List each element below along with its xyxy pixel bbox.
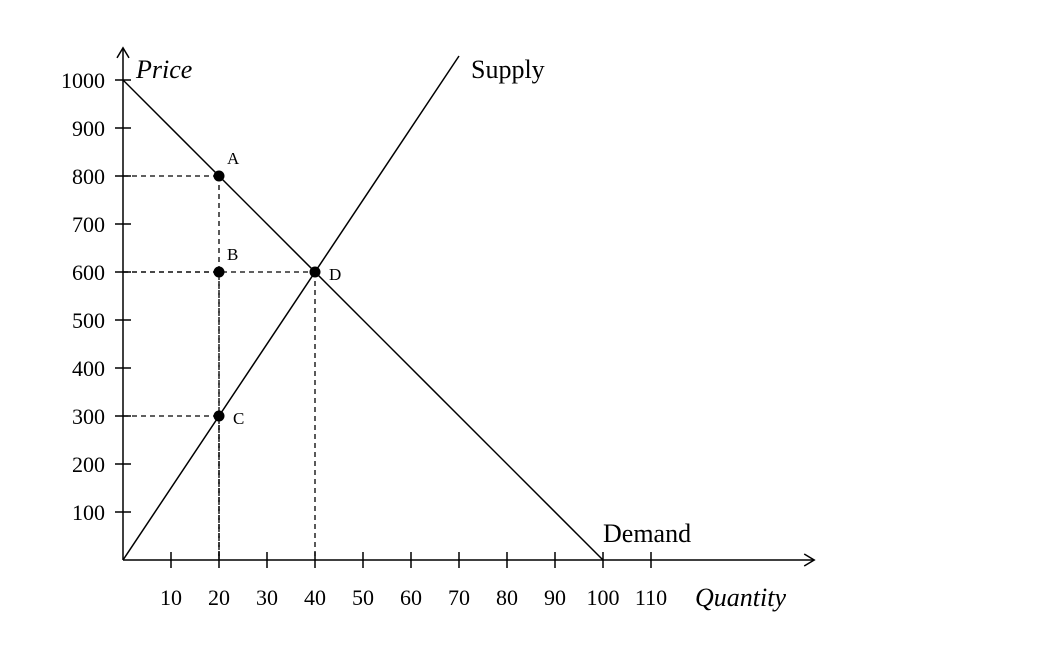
point-label: B <box>227 245 238 264</box>
y-tick-label: 500 <box>72 308 105 333</box>
x-tick-label: 50 <box>352 585 374 610</box>
y-tick-label: 800 <box>72 164 105 189</box>
y-tick-label: 1000 <box>61 68 105 93</box>
x-tick-label: 40 <box>304 585 326 610</box>
y-tick-label: 600 <box>72 260 105 285</box>
y-axis-label: Price <box>135 55 192 84</box>
x-tick-label: 10 <box>160 585 182 610</box>
x-tick-label: 100 <box>587 585 620 610</box>
point-label: C <box>233 409 244 428</box>
y-tick-label: 700 <box>72 212 105 237</box>
y-tick-label: 100 <box>72 500 105 525</box>
y-tick-label: 300 <box>72 404 105 429</box>
x-tick-label: 30 <box>256 585 278 610</box>
x-tick-label: 110 <box>635 585 667 610</box>
series-line <box>122 55 460 561</box>
x-tick-label: 90 <box>544 585 566 610</box>
point-label: A <box>227 149 240 168</box>
x-tick-label: 80 <box>496 585 518 610</box>
y-tick-label: 200 <box>72 452 105 477</box>
y-axis-arrow <box>116 46 130 59</box>
point-label: D <box>329 265 341 284</box>
x-axis-label: Quantity <box>695 583 786 612</box>
x-tick-label: 20 <box>208 585 230 610</box>
y-tick-label: 900 <box>72 116 105 141</box>
x-tick-label: 70 <box>448 585 470 610</box>
series-label: Supply <box>471 55 545 84</box>
x-tick-label: 60 <box>400 585 422 610</box>
series-label: Demand <box>603 519 691 548</box>
point <box>213 410 225 422</box>
series-line <box>122 79 604 561</box>
point <box>213 266 225 278</box>
point <box>309 266 321 278</box>
y-tick-label: 400 <box>72 356 105 381</box>
point <box>213 170 225 182</box>
x-axis-arrow <box>803 553 816 567</box>
